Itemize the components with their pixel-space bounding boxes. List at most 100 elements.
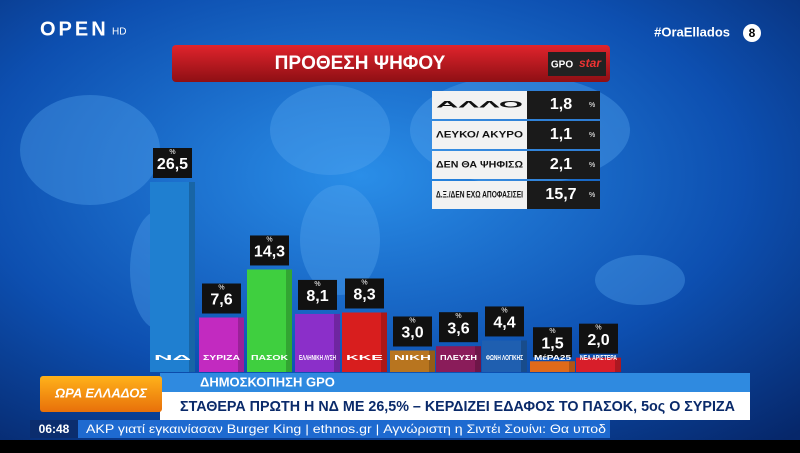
value-box — [202, 283, 241, 314]
table-value-cell — [527, 121, 600, 149]
value-label: 2,0 — [587, 332, 609, 349]
value-unit: % — [266, 236, 272, 243]
value-unit: % — [169, 149, 175, 156]
value-box — [439, 312, 478, 343]
table-label-cell — [432, 181, 527, 209]
value-box — [485, 306, 524, 337]
bar — [199, 317, 244, 372]
bar-shade — [615, 357, 621, 372]
table-value-cell — [527, 151, 600, 179]
table-label: ΔΕΝ ΘΑ ΨΗΦΙΣΩ — [436, 159, 523, 169]
table-label-cell — [432, 151, 527, 179]
source-logo — [548, 52, 606, 76]
value-box — [298, 279, 337, 310]
value-box — [153, 148, 192, 178]
rating-badge — [743, 24, 761, 42]
value-unit: % — [361, 279, 367, 286]
headline-bar — [160, 392, 750, 420]
bar-shade — [521, 340, 527, 372]
bar-shade — [475, 346, 481, 372]
value-label: 1,5 — [541, 335, 563, 352]
bar-shade — [429, 350, 435, 372]
party-label: ΠΑΣΟΚ — [251, 355, 288, 362]
value-label: 3,0 — [401, 325, 423, 342]
bar — [390, 350, 435, 372]
ticker-text: ΑΚΡ γιατί εγκαινίασαν Burger King | ethn… — [86, 422, 606, 436]
table-value-cell — [527, 91, 600, 119]
ticker-item: ethnos.gr — [313, 422, 372, 436]
value-label: 26,5 — [157, 156, 188, 173]
bar-shade — [238, 317, 244, 372]
party-label: ΠΛΕΥΣΗ — [440, 355, 477, 362]
bar-shade — [334, 313, 340, 372]
value-box — [250, 235, 289, 266]
time-box — [30, 420, 78, 438]
party-label: ΝΔ — [154, 355, 191, 362]
value-unit: % — [455, 313, 461, 320]
value-label: 8,3 — [353, 287, 375, 304]
party-label: ΚΚΕ — [346, 355, 384, 362]
headline: ΣΤΑΘΕΡΑ ΠΡΩΤΗ Η ΝΔ ΜΕ 26,5% – ΚΕΡΔΙΖΕΙ Ε… — [180, 398, 735, 415]
rating: 8 — [749, 26, 756, 40]
table-label-cell — [432, 91, 527, 119]
party-label: ΜέΡΑ25 — [534, 355, 571, 362]
party-label: ΝΙΚΗ — [394, 355, 431, 362]
table-label: Δ.Ξ./ΔΕΝ ΕΧΩ ΑΠΟΦΑΣΙΣΕΙ — [436, 189, 523, 199]
value-label: 3,6 — [447, 320, 469, 337]
table-unit: % — [589, 192, 595, 199]
bar — [247, 269, 292, 372]
table-label: ΛΕΥΚΟ/ ΑΚΥΡΟ — [436, 129, 523, 139]
value-label: 4,4 — [493, 315, 515, 332]
separator: | — [301, 422, 313, 436]
bar — [295, 313, 340, 372]
party-label: ΝΕΑ ΑΡΙΣΤΕΡΑ — [580, 355, 617, 362]
value-label: 8,1 — [306, 288, 328, 305]
table-value: 1,8 — [550, 96, 572, 113]
client: star — [579, 56, 602, 70]
bar — [530, 361, 575, 372]
party-label: ΣΥΡΙΖΑ — [203, 355, 240, 362]
table-unit: % — [589, 102, 595, 109]
kicker: ΔΗΜΟΣΚΟΠΗΣΗ GPO — [200, 374, 335, 389]
bar — [482, 340, 527, 372]
value-unit: % — [409, 317, 415, 324]
separator: | — [372, 422, 384, 436]
bar — [150, 182, 195, 372]
hashtag: #OraEllados — [654, 24, 730, 39]
party-label: ΦΩΝΗ ΛΟΓΙΚΗΣ — [486, 355, 523, 362]
bar-shade — [286, 269, 292, 372]
bar — [576, 357, 621, 372]
value-box — [393, 316, 432, 347]
bar-shade — [189, 182, 195, 372]
bar — [342, 312, 387, 372]
value-label: 14,3 — [254, 244, 285, 261]
source: GPO — [551, 60, 573, 71]
chart-title: ΠΡΟΘΕΣΗ ΨΗΦΟΥ — [275, 53, 446, 74]
ticker-time: 06:48 — [39, 422, 70, 436]
channel-quality: HD — [112, 27, 126, 38]
value-box — [579, 323, 618, 354]
table-value: 15,7 — [545, 186, 576, 203]
table-unit: % — [589, 162, 595, 169]
table-value-cell — [527, 181, 600, 209]
table-label: ΑΛΛΟ — [436, 99, 523, 109]
table-unit: % — [589, 132, 595, 139]
title-bar — [172, 45, 610, 82]
value-label: 7,6 — [210, 292, 232, 309]
show-logo — [40, 376, 162, 412]
ticker-bar — [30, 420, 610, 438]
table-value: 1,1 — [550, 126, 572, 143]
value-box — [345, 278, 384, 309]
value-box — [533, 327, 572, 358]
ticker-item: ΑΚΡ γιατί εγκαινίασαν Burger King — [86, 422, 301, 436]
bar — [436, 346, 481, 372]
channel-logo: OPEN — [40, 18, 109, 40]
value-unit: % — [549, 328, 555, 335]
value-unit: % — [218, 284, 224, 291]
value-unit: % — [314, 281, 320, 288]
value-unit: % — [595, 325, 601, 332]
kicker-bar — [160, 373, 750, 392]
party-label: ΕΛΛΗΝΙΚΗ ΛΥΣΗ — [299, 355, 336, 362]
ticker-item: Αγνώριστη η Σιντέι Σουίνι: Θα υποδ — [383, 422, 606, 436]
